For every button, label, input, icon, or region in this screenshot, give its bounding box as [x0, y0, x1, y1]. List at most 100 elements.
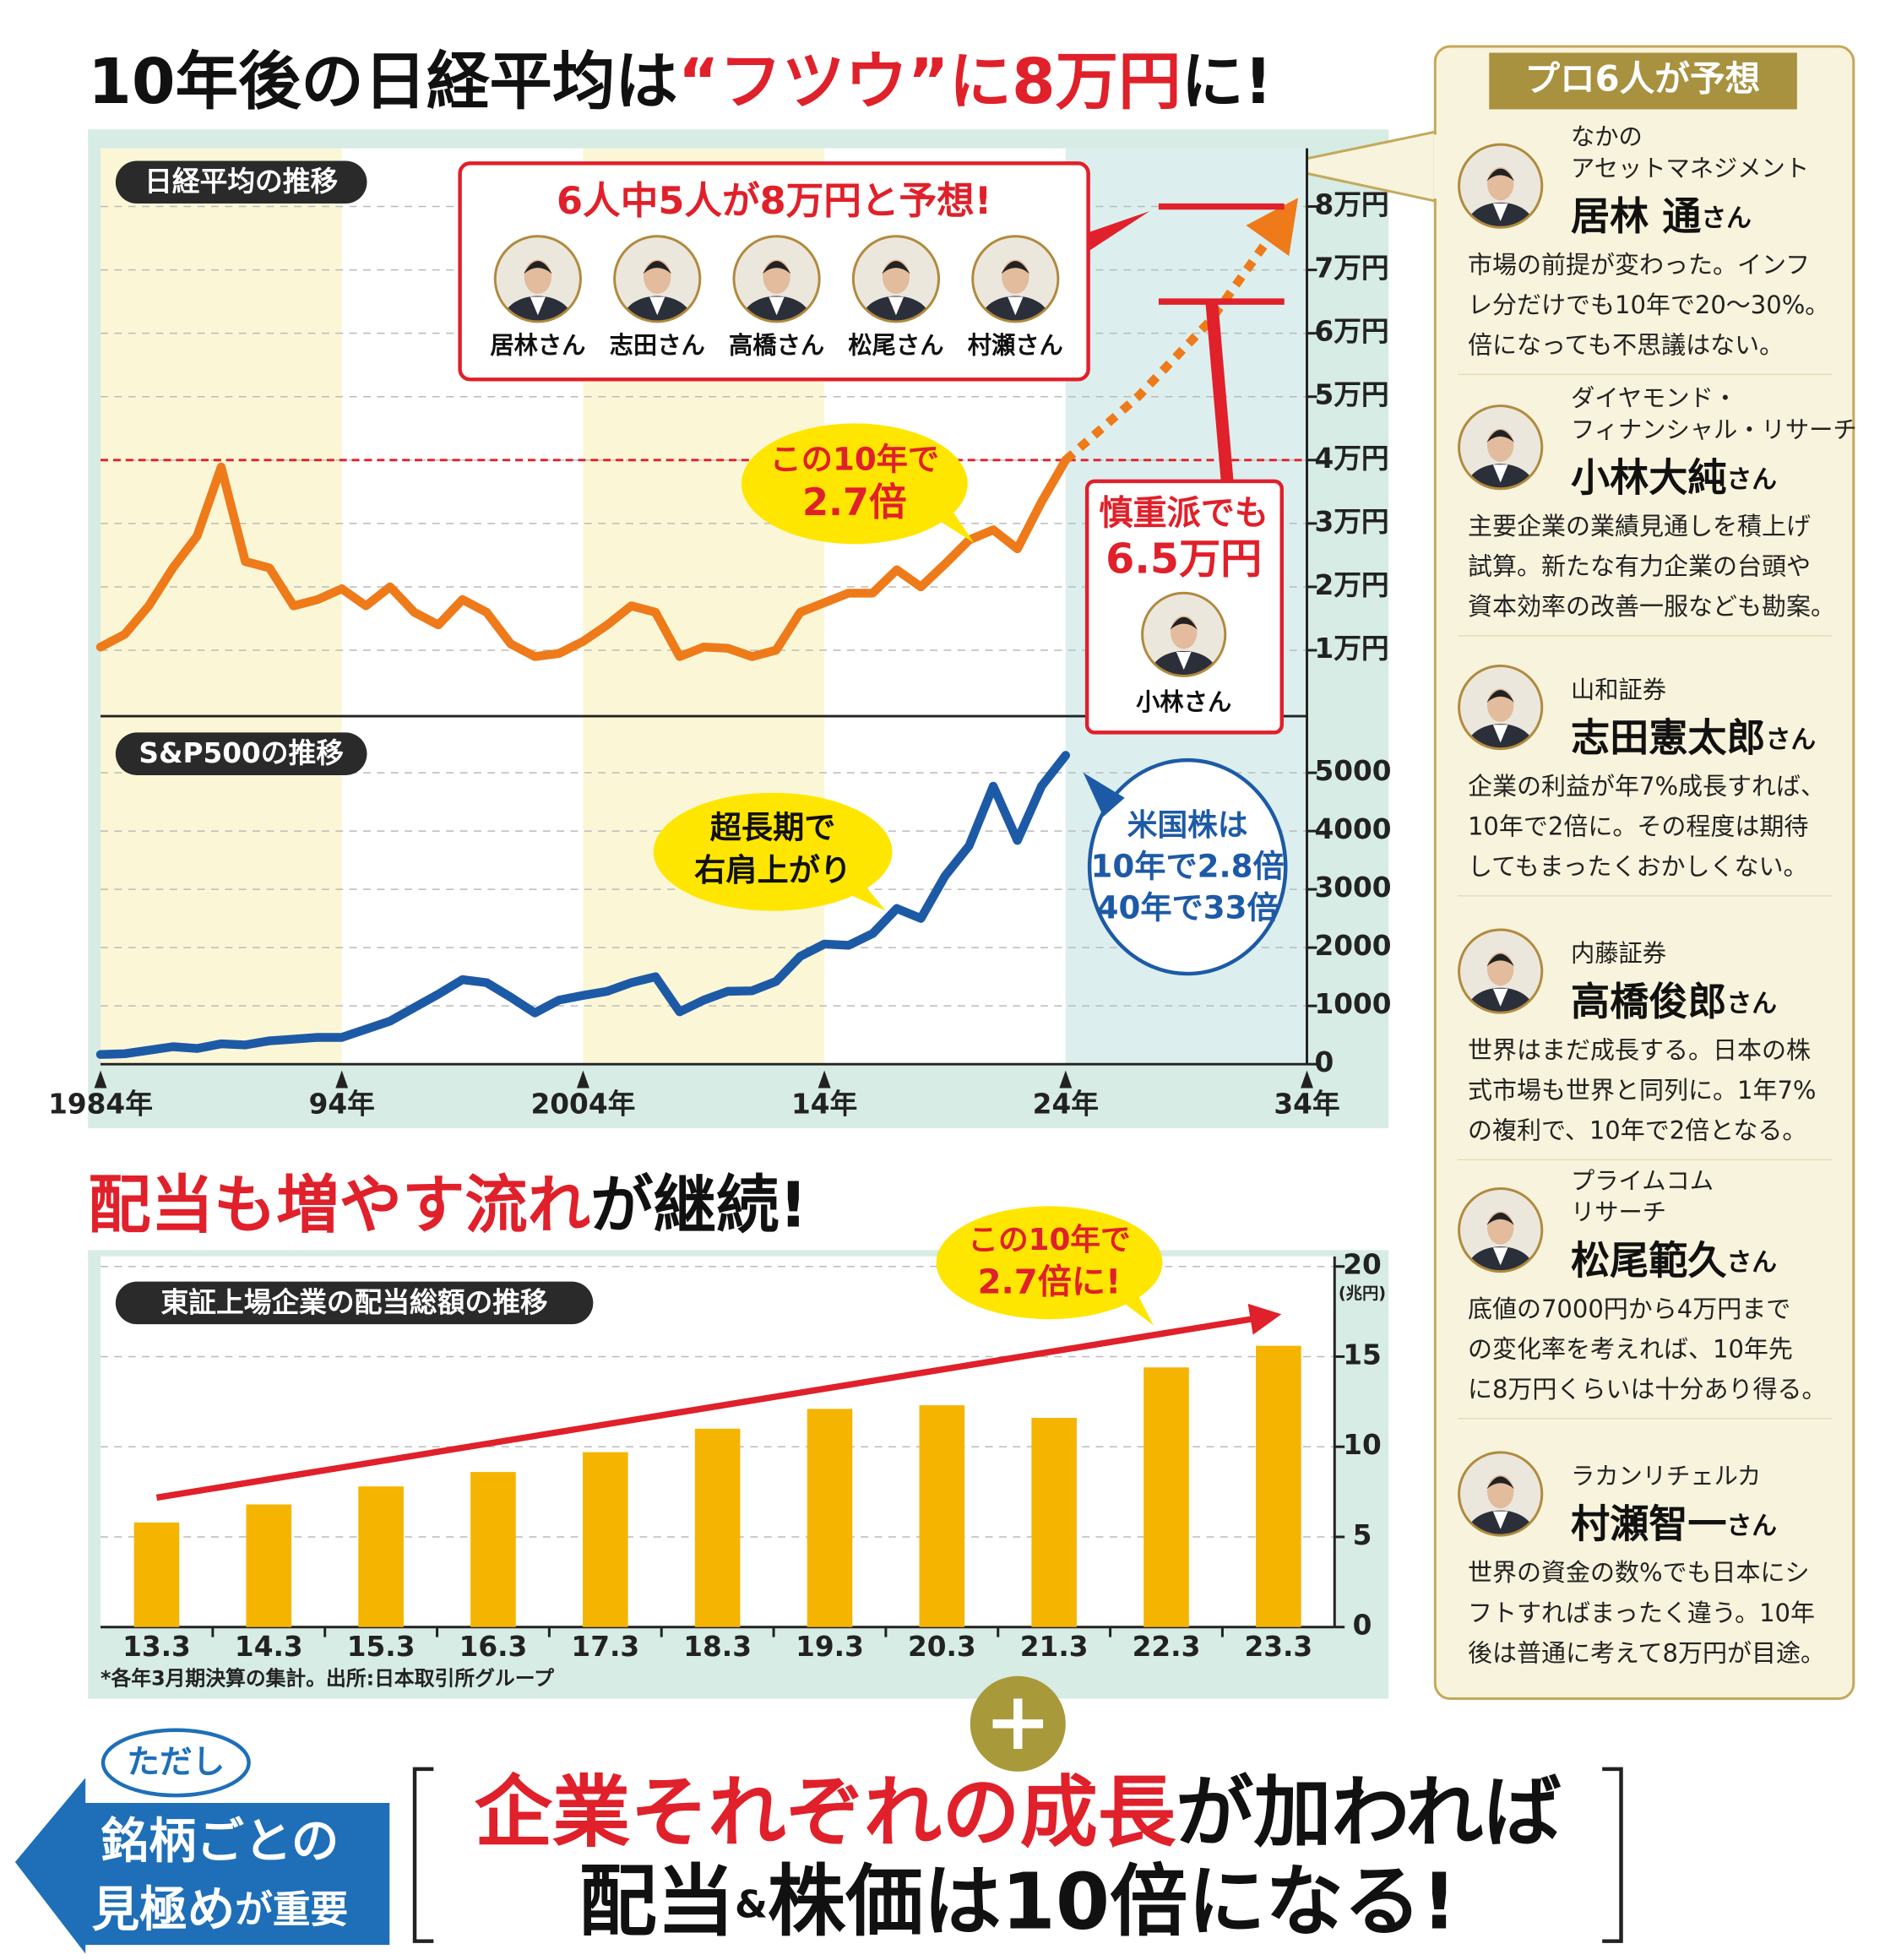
x-tick — [576, 1070, 589, 1089]
callout-name: 志田さん — [610, 332, 705, 360]
bar — [358, 1486, 404, 1627]
bubble-tail — [829, 873, 887, 911]
avatar — [1459, 1452, 1542, 1536]
avatar-body — [1150, 650, 1217, 676]
expert-comment: 企業の利益が年7%成長すれば、 — [1468, 772, 1825, 801]
message-line: 配当&株価は10倍になる! — [579, 1856, 1457, 1947]
note-text: 10年で2.8倍 — [1091, 848, 1285, 885]
bar — [1256, 1345, 1301, 1627]
bar — [807, 1409, 853, 1627]
expert-name-part: さん — [1726, 1247, 1777, 1277]
x-tick-label: 13.3 — [122, 1631, 191, 1663]
avatar-shirt — [1492, 1247, 1508, 1266]
bar — [694, 1428, 741, 1627]
expert-org: ダイヤモンド・ — [1571, 384, 1737, 412]
avatar-hair — [1486, 430, 1514, 442]
expert-comment: 倍になっても不思議はない。 — [1468, 331, 1784, 360]
expert-name-part: 松尾範久 — [1571, 1237, 1726, 1283]
trend-arrow — [155, 1303, 1282, 1501]
bubble-text: 2.7倍に! — [978, 1263, 1122, 1302]
avatar-body — [1467, 1510, 1534, 1536]
expert-name: 小林大純さん — [1571, 454, 1777, 500]
x-tick-label: 17.3 — [571, 1631, 639, 1663]
expert-comment: に8万円くらいは十分あり得る。 — [1468, 1375, 1826, 1403]
data-line — [95, 455, 1071, 661]
avatar-shirt — [1492, 988, 1508, 1007]
expert-comment: の変化率を考えれば、10年先 — [1468, 1334, 1793, 1363]
avatar — [495, 236, 581, 322]
avatar-body — [981, 296, 1050, 322]
avatar-ring — [732, 235, 821, 323]
expert-comment: 後は普通に考えて8万円が目途。 — [1468, 1638, 1825, 1667]
avatar-shirt — [888, 296, 904, 316]
avatar-ring — [1458, 928, 1544, 1014]
callout-name: 松尾さん — [848, 332, 943, 360]
avatar — [733, 236, 820, 322]
avatar — [1142, 593, 1225, 676]
avatar-shirt — [1492, 203, 1508, 221]
bubble-text: この10年で — [968, 1223, 1130, 1257]
plus-sign — [992, 1698, 1044, 1750]
avatar-shirt — [530, 296, 546, 316]
avatar-ring — [1458, 1186, 1544, 1273]
unit-label: (兆円) — [1339, 1284, 1386, 1303]
bar — [919, 1405, 965, 1627]
x-tick-label: 2004年 — [531, 1088, 636, 1120]
target-pointer — [1205, 301, 1235, 488]
caveat-text: 銘柄ごとの — [100, 1815, 339, 1870]
x-tick-label: 14.3 — [235, 1631, 303, 1663]
page-title-part: に! — [1182, 45, 1273, 118]
avatar-body — [742, 296, 812, 322]
y-tick-label: 15 — [1343, 1338, 1382, 1371]
expert-comment: 資本効率の改善一服なども勘案。 — [1468, 592, 1835, 621]
y-tick-label: 2000 — [1314, 930, 1391, 962]
x-tick-label: 16.3 — [459, 1631, 528, 1663]
expert-name-part: さん — [1726, 1511, 1777, 1540]
experts-title-bg — [1489, 52, 1797, 110]
page-title-part: 10年後の日経平均は — [88, 45, 678, 118]
panel-tag — [115, 160, 367, 204]
expert-org: アセットマネジメント — [1571, 155, 1809, 182]
panel-tag-text: S&P500の推移 — [139, 737, 344, 769]
y-tick-label: 2万円 — [1314, 569, 1388, 601]
cautious-text: 慎重派でも — [1099, 494, 1268, 533]
avatar — [972, 236, 1058, 322]
expert-name: 村瀬智一さん — [1571, 1501, 1777, 1546]
x-tick-label: 1984年 — [48, 1088, 153, 1120]
section-heading-part: 配当も増やす流れ — [88, 1168, 590, 1241]
avatar-ring — [1458, 143, 1544, 229]
avatar-ring — [1458, 404, 1544, 491]
message-line-part: & — [735, 1883, 768, 1927]
note-bubble — [1087, 757, 1288, 976]
caveat-text: 見極めが重要 — [92, 1882, 349, 1937]
expert-comment: の複利で、10年で2倍となる。 — [1468, 1116, 1806, 1145]
expert-name-part: さん — [1766, 725, 1817, 754]
note-tail — [1083, 773, 1125, 817]
cautious-text: 6.5万円 — [1105, 535, 1262, 584]
data-line — [95, 751, 1071, 1059]
y-tick-label: 1万円 — [1314, 633, 1388, 665]
avatar — [1459, 1188, 1542, 1272]
bubble — [936, 1206, 1163, 1320]
expert-comment: 主要企業の業績見通しを積上げ — [1468, 512, 1811, 540]
x-tick-label: 18.3 — [683, 1631, 752, 1663]
page-title: 10年後の日経平均は“フツウ”に8万円に! — [88, 45, 1273, 118]
avatar-hair — [1486, 690, 1514, 703]
source-note: *各年3月期決算の集計。出所:日本取引所グループ — [100, 1667, 554, 1691]
avatar — [1459, 144, 1542, 228]
bracket — [412, 1767, 1623, 1943]
page-title-part: “フツウ”に8万円 — [678, 45, 1182, 118]
caveat-tag-bg — [100, 1728, 251, 1798]
x-tick-label: 14年 — [791, 1088, 857, 1120]
avatar-ring — [1458, 665, 1544, 751]
avatar-hair — [882, 261, 910, 274]
avatar-ring — [1458, 1451, 1544, 1537]
avatar-ring — [851, 235, 941, 323]
expert-org: ラカンリチェルカ — [1571, 1463, 1761, 1490]
bubble-tail — [1111, 1281, 1154, 1326]
expert-org: リサーチ — [1571, 1198, 1666, 1226]
x-tick-label: 21.3 — [1020, 1631, 1089, 1663]
note-text: 40年で33倍 — [1097, 889, 1279, 926]
expert-comment: してもまったくおかしくない。 — [1468, 852, 1808, 881]
